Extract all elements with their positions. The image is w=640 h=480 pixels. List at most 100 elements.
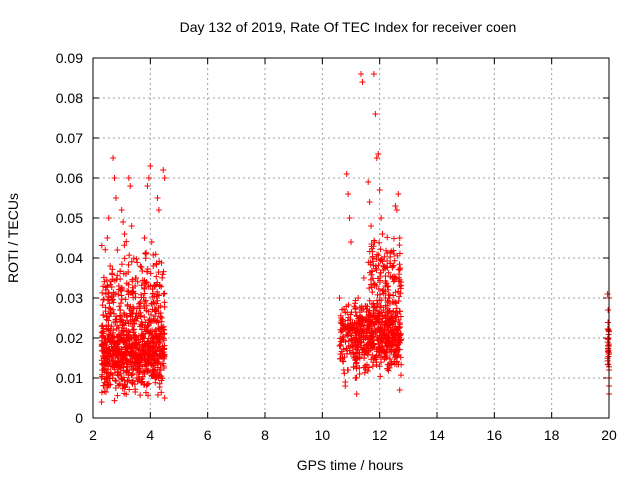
data-point bbox=[117, 313, 124, 320]
data-point bbox=[149, 290, 156, 297]
x-tick-label: 20 bbox=[601, 427, 617, 443]
data-point bbox=[385, 269, 392, 276]
data-point bbox=[348, 239, 354, 245]
data-point bbox=[352, 375, 359, 381]
x-axis-label: GPS time / hours bbox=[297, 457, 404, 473]
data-point bbox=[353, 335, 360, 342]
data-point bbox=[369, 318, 376, 325]
data-point bbox=[98, 375, 105, 381]
data-point bbox=[105, 215, 112, 221]
x-tick-label: 12 bbox=[372, 427, 388, 443]
data-point bbox=[354, 326, 361, 333]
data-point bbox=[350, 355, 357, 361]
data-point bbox=[138, 291, 145, 298]
data-point bbox=[353, 312, 360, 319]
data-point bbox=[154, 391, 161, 398]
data-point bbox=[153, 307, 160, 313]
data-point bbox=[377, 269, 384, 276]
data-point bbox=[130, 305, 137, 312]
data-point bbox=[389, 264, 396, 271]
data-point bbox=[102, 284, 109, 291]
data-point bbox=[159, 274, 166, 281]
data-point bbox=[161, 299, 168, 306]
data-point bbox=[154, 195, 161, 201]
data-point bbox=[105, 337, 112, 344]
y-tick-label: 0 bbox=[75, 410, 83, 426]
data-point bbox=[160, 167, 167, 173]
data-point bbox=[363, 341, 370, 348]
data-point bbox=[372, 327, 379, 334]
data-point bbox=[344, 309, 351, 316]
data-point bbox=[135, 371, 142, 378]
data-point bbox=[154, 354, 161, 361]
data-point bbox=[605, 327, 612, 333]
data-point bbox=[148, 300, 155, 307]
data-point bbox=[382, 265, 389, 272]
data-point bbox=[98, 389, 105, 396]
data-point bbox=[393, 359, 400, 365]
data-point bbox=[128, 258, 135, 265]
data-point bbox=[361, 369, 368, 376]
data-point bbox=[393, 207, 400, 213]
data-point bbox=[150, 315, 157, 322]
data-point bbox=[127, 313, 134, 320]
data-point bbox=[364, 367, 371, 374]
data-point bbox=[101, 335, 108, 341]
data-point bbox=[159, 271, 166, 278]
data-point bbox=[142, 343, 149, 350]
data-point bbox=[391, 339, 397, 345]
data-point bbox=[160, 291, 167, 298]
data-point bbox=[129, 290, 136, 297]
data-point bbox=[383, 334, 390, 341]
data-point bbox=[118, 287, 125, 294]
data-point bbox=[336, 295, 343, 301]
data-point bbox=[395, 316, 402, 323]
data-point bbox=[358, 71, 365, 77]
y-tick-label: 0.09 bbox=[56, 50, 83, 66]
data-point bbox=[143, 389, 150, 396]
data-point bbox=[382, 351, 389, 357]
data-point bbox=[117, 307, 124, 313]
data-point bbox=[108, 355, 115, 361]
data-point bbox=[377, 246, 384, 253]
data-point bbox=[348, 351, 354, 357]
data-point bbox=[109, 271, 116, 278]
data-point bbox=[376, 344, 383, 351]
data-point bbox=[100, 340, 107, 347]
data-point bbox=[158, 351, 165, 357]
data-point bbox=[114, 392, 121, 399]
axis-ticks: 2 4 6 8 10 12 14 16 18 20 0 0.01 0.02 0.03 0.04 0.05 0.0… bbox=[56, 50, 617, 443]
data-point bbox=[104, 283, 111, 290]
data-point bbox=[604, 336, 611, 343]
data-point bbox=[119, 337, 126, 344]
data-point bbox=[127, 183, 134, 189]
data-point bbox=[376, 297, 383, 304]
data-point bbox=[340, 324, 347, 331]
data-point bbox=[153, 273, 160, 280]
data-point bbox=[604, 291, 611, 297]
data-point bbox=[360, 275, 367, 281]
data-point bbox=[112, 378, 119, 385]
data-point bbox=[153, 375, 160, 381]
chart-title: Day 132 of 2019, Rate Of TEC Index for r… bbox=[180, 19, 517, 35]
data-point bbox=[374, 310, 381, 317]
data-point bbox=[396, 283, 403, 290]
x-tick-label: 2 bbox=[89, 427, 97, 443]
data-point bbox=[161, 290, 168, 297]
data-point bbox=[343, 171, 350, 177]
data-point bbox=[384, 323, 391, 330]
data-point bbox=[138, 379, 145, 385]
data-point bbox=[374, 291, 381, 298]
data-point bbox=[130, 347, 137, 353]
data-point bbox=[100, 382, 107, 389]
data-point bbox=[151, 374, 158, 381]
data-point bbox=[352, 320, 359, 327]
data-point bbox=[157, 303, 164, 309]
data-point bbox=[376, 319, 383, 325]
data-point bbox=[362, 303, 369, 309]
data-point bbox=[143, 251, 150, 257]
data-point bbox=[152, 306, 159, 313]
data-point bbox=[99, 328, 106, 335]
data-point bbox=[126, 386, 133, 393]
data-point bbox=[153, 293, 160, 300]
